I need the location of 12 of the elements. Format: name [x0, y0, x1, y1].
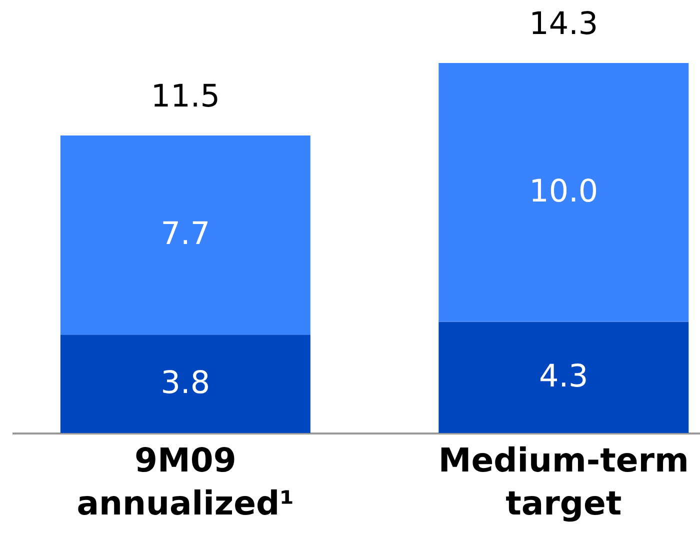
bar — [60, 334, 310, 433]
bar — [60, 135, 310, 335]
data-label: 10.0 — [529, 173, 598, 210]
x-tick-label: Medium-term target — [438, 440, 689, 522]
bar — [438, 63, 689, 322]
bar — [438, 322, 689, 433]
data-label: 3.8 — [160, 364, 210, 401]
x-tick-label: 9M09 annualized¹ — [76, 440, 294, 522]
data-label: 7.7 — [160, 216, 210, 252]
data-label: 4.3 — [538, 358, 588, 394]
total-label: 11.5 — [150, 78, 220, 114]
total-label: 14.3 — [529, 6, 598, 42]
